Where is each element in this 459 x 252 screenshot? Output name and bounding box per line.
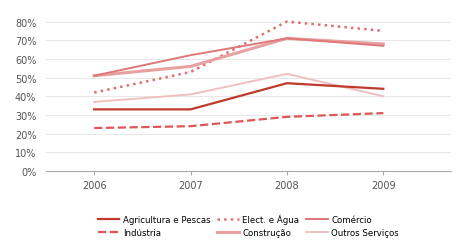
Legend: Agricultura e Pescas, Indústria, Elect. e Água, Construção, Comércio, Outros Ser: Agricultura e Pescas, Indústria, Elect. …: [96, 212, 400, 239]
